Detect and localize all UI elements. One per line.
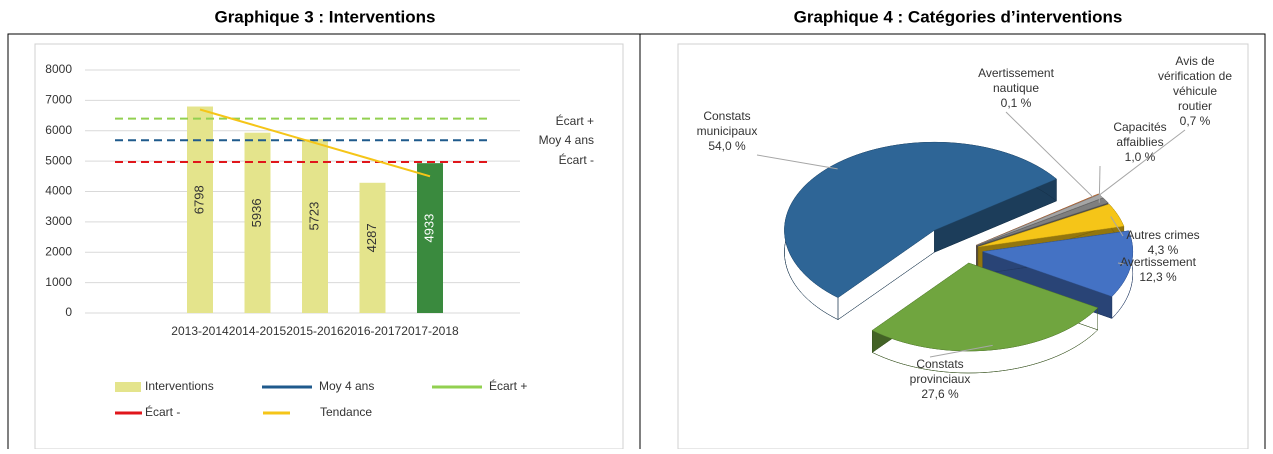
- text-line: 2017-2018: [401, 324, 459, 338]
- y-tick-label: 4000: [45, 184, 72, 198]
- slice-label: Constats municipaux: [697, 109, 758, 138]
- data-label: 4287: [364, 223, 379, 252]
- chart-title: Graphique 3 : Interventions: [214, 7, 435, 26]
- slice-value-label: 1,0 %: [1125, 150, 1156, 164]
- leader-line: [756, 154, 838, 170]
- data-label: 5723: [306, 202, 321, 231]
- pie-slice: [976, 197, 1109, 246]
- y-tick-label: 3000: [45, 214, 72, 228]
- text-line: Capacités: [1113, 120, 1166, 134]
- slice-value-label: 0,7 %: [1180, 114, 1211, 128]
- x-tick-label: 2013-2014: [171, 324, 229, 338]
- y-tick-label: 6000: [45, 123, 72, 137]
- text-line: Autres crimes: [1126, 228, 1199, 242]
- text-line: nautique: [993, 81, 1039, 95]
- y-tick-label: 2000: [45, 244, 72, 258]
- pie-slice: [982, 230, 1134, 297]
- text-line: 2016-2017: [344, 324, 402, 338]
- text-line: Avertissement: [1120, 255, 1196, 269]
- pie-slice: [871, 262, 1099, 352]
- chart-title: Graphique 4 : Catégories d’interventions: [794, 7, 1123, 26]
- leader-line: [1110, 216, 1124, 237]
- text-line: 2013-2014: [171, 324, 229, 338]
- text-line: Constats: [703, 109, 750, 123]
- y-tick-label: 1000: [45, 275, 72, 289]
- slice-value-label: 0,1 %: [1001, 96, 1032, 110]
- line-series: [199, 108, 431, 178]
- text-line: affaiblies: [1116, 135, 1163, 149]
- text-line: 2014-2015: [229, 324, 287, 338]
- data-label: 4933: [421, 214, 436, 243]
- x-tick-label: 2016-2017: [344, 324, 402, 338]
- legend-label: Interventions: [145, 379, 214, 393]
- legend-label: Écart +: [489, 378, 527, 393]
- legend-label: Tendance: [320, 405, 372, 419]
- y-tick-label: 7000: [45, 93, 72, 107]
- text-line: municipaux: [697, 124, 758, 138]
- line-annotation: Moy 4 ans: [539, 133, 594, 147]
- pie-slice: [784, 141, 1057, 298]
- pie-slice: [976, 194, 1104, 246]
- y-tick-label: 0: [65, 305, 72, 319]
- legend-label: Écart -: [145, 404, 180, 419]
- leader-line: [1098, 165, 1101, 203]
- legend-label: Moy 4 ans: [319, 379, 374, 393]
- x-tick-label: 2014-2015: [229, 324, 287, 338]
- leader-line: [1094, 129, 1186, 199]
- slice-label: Avertissement: [1120, 255, 1196, 269]
- data-label: 5936: [249, 198, 264, 227]
- data-label: 6798: [191, 185, 206, 214]
- text-line: Avertissement: [978, 66, 1054, 80]
- slice-value-label: 27,6 %: [921, 387, 959, 401]
- text-line: 2015-2016: [286, 324, 344, 338]
- legend-swatch: [115, 382, 141, 392]
- text-line: routier: [1178, 99, 1212, 113]
- bar: [417, 163, 443, 313]
- leader-line: [929, 344, 993, 358]
- line-annotation: Écart +: [556, 113, 594, 128]
- frame-right: [639, 33, 1266, 454]
- text-line: Avis de: [1175, 54, 1214, 68]
- slice-value-label: 54,0 %: [708, 139, 746, 153]
- text-line: véhicule: [1173, 84, 1217, 98]
- slice-label: Capacités affaiblies: [1113, 120, 1166, 149]
- leader-line: [1005, 111, 1093, 198]
- slice-label: Autres crimes: [1126, 228, 1199, 242]
- text-line: vérification de: [1158, 69, 1232, 83]
- bar: [359, 182, 386, 313]
- text-line: provinciaux: [910, 372, 971, 386]
- slice-label: Avertissement nautique: [978, 66, 1054, 95]
- leader-line: [1117, 262, 1124, 265]
- slice-value-label: 12,3 %: [1139, 270, 1177, 284]
- text-line: Constats: [916, 357, 963, 371]
- x-tick-label: 2017-2018: [401, 324, 459, 338]
- slice-label: Avis de vérification de véhicule routier: [1158, 54, 1232, 113]
- slice-value-label: 4,3 %: [1148, 243, 1179, 257]
- slice-label: Constats provinciaux: [910, 357, 971, 386]
- line-annotation: Écart -: [559, 152, 594, 167]
- x-tick-label: 2015-2016: [286, 324, 344, 338]
- y-tick-label: 8000: [45, 62, 72, 76]
- y-tick-label: 5000: [45, 153, 72, 167]
- pie-slice: [977, 203, 1125, 248]
- bar: [302, 139, 328, 313]
